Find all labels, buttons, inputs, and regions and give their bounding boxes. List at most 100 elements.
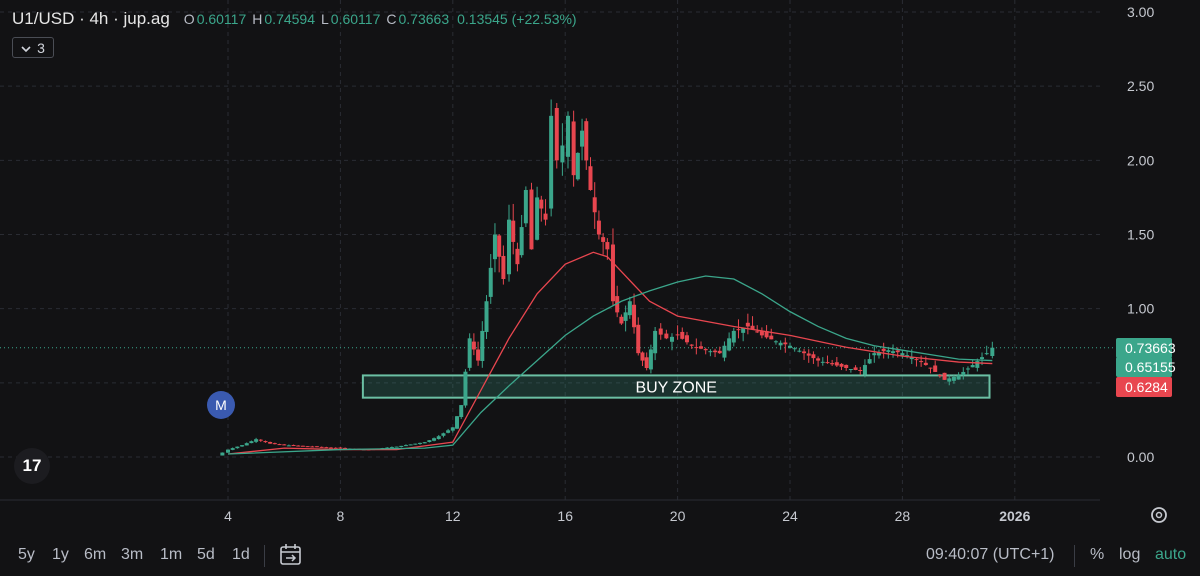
candle-body xyxy=(519,227,524,256)
high-key: H xyxy=(252,11,263,27)
timeframe-1d[interactable]: 1d xyxy=(232,546,250,563)
candle-body xyxy=(418,442,423,444)
candle-body xyxy=(778,342,783,346)
candle-body xyxy=(394,446,399,448)
candle-body xyxy=(853,367,858,370)
clock-timezone[interactable]: 09:40:07 (UTC+1) xyxy=(926,546,1055,563)
candle-body xyxy=(467,338,472,368)
x-tick-label: 24 xyxy=(782,508,798,524)
candle-body xyxy=(427,440,432,442)
x-tick-label: 4 xyxy=(224,508,232,524)
candle-body xyxy=(413,443,418,445)
candle-body xyxy=(310,446,315,448)
timeframe-3m[interactable]: 3m xyxy=(121,546,144,563)
candle-body xyxy=(947,378,952,382)
candle-body xyxy=(296,445,301,447)
indicators-toggle-button[interactable]: 3 xyxy=(12,37,54,58)
candle-body xyxy=(755,331,760,333)
candle-body xyxy=(476,349,481,361)
candle-body xyxy=(615,296,620,313)
date-range-icon[interactable] xyxy=(279,543,303,572)
candle-body xyxy=(658,328,663,335)
candle-body xyxy=(480,330,485,362)
candle-body xyxy=(942,372,947,380)
price-label-text: 0.65155 xyxy=(1125,359,1176,375)
timeframe-6m[interactable]: 6m xyxy=(84,546,107,563)
ma-slow-line xyxy=(227,275,993,455)
timeframe-1y[interactable]: 1y xyxy=(52,546,69,563)
candle-body xyxy=(463,371,468,406)
candle-body xyxy=(436,436,441,440)
log-scale-button[interactable]: log xyxy=(1119,546,1141,563)
moving-averages xyxy=(227,251,993,455)
candle-body xyxy=(876,352,881,356)
auto-scale-button[interactable]: auto xyxy=(1155,546,1187,563)
chart-grid xyxy=(0,0,1115,501)
candle-body xyxy=(834,362,839,366)
low-value: 0.60117 xyxy=(330,11,381,27)
symbol-title[interactable]: U1/USD · 4h · jup.ag xyxy=(12,9,170,28)
candle-body xyxy=(769,335,774,340)
price-label-text: 0.6284 xyxy=(1125,379,1168,395)
candle-body xyxy=(389,447,394,449)
candle-body xyxy=(605,242,610,250)
candle-body xyxy=(895,350,900,353)
candle-body xyxy=(640,352,645,361)
candle-body xyxy=(727,338,732,351)
candle-body xyxy=(235,446,240,449)
event-marker[interactable]: M xyxy=(207,391,235,419)
change-value: 0.13545 (+22.53%) xyxy=(457,11,577,27)
candle-body xyxy=(403,445,408,447)
candle-body xyxy=(773,341,778,343)
candle-body xyxy=(535,197,540,240)
candle-body xyxy=(459,405,464,418)
candle-body xyxy=(848,368,853,370)
candle-body xyxy=(471,341,476,350)
candle-body xyxy=(240,445,245,447)
candle-body xyxy=(750,325,755,330)
candle-body xyxy=(560,145,565,163)
candle-body xyxy=(956,375,961,380)
candle-body xyxy=(839,363,844,367)
candle-body xyxy=(900,353,905,356)
candle-body xyxy=(282,444,287,446)
tradingview-logo[interactable]: 17 xyxy=(14,448,50,484)
candle-body xyxy=(263,441,268,443)
candle-body xyxy=(596,220,601,235)
candle-body xyxy=(975,361,980,368)
candle-body xyxy=(554,107,559,161)
y-tick-label: 0.00 xyxy=(1127,449,1154,465)
candle-body xyxy=(759,331,764,336)
timeframe-1m[interactable]: 1m xyxy=(160,546,183,563)
candle-body xyxy=(529,189,534,250)
percent-scale-button[interactable]: % xyxy=(1090,546,1105,563)
candle-body xyxy=(699,346,704,349)
candle-body xyxy=(990,347,995,357)
candle-body xyxy=(619,316,624,324)
price-label-box xyxy=(1116,357,1172,377)
candle-body xyxy=(291,445,296,447)
candle-body xyxy=(632,304,637,328)
candle-body xyxy=(422,442,427,444)
timeframe-5y[interactable]: 5y xyxy=(18,546,35,563)
candle-body xyxy=(610,244,615,302)
candle-body xyxy=(511,220,516,242)
low-key: L xyxy=(321,11,329,27)
candle-body xyxy=(648,349,653,370)
candle-body xyxy=(343,447,348,449)
candle-body xyxy=(811,354,816,359)
x-tick-label: 8 xyxy=(337,508,345,524)
candle-body xyxy=(446,430,451,433)
high-value: 0.74594 xyxy=(264,11,315,27)
candle-body xyxy=(580,130,585,147)
candle-body xyxy=(872,353,877,356)
y-tick-label: 1.50 xyxy=(1127,227,1154,243)
candle-body xyxy=(623,312,628,321)
candle-body xyxy=(891,351,896,353)
timeframe-5d[interactable]: 5d xyxy=(197,546,215,563)
settings-gear-icon[interactable] xyxy=(1151,507,1167,523)
candle-body xyxy=(484,301,489,332)
candle-body xyxy=(653,330,658,354)
candle-body xyxy=(862,365,867,375)
